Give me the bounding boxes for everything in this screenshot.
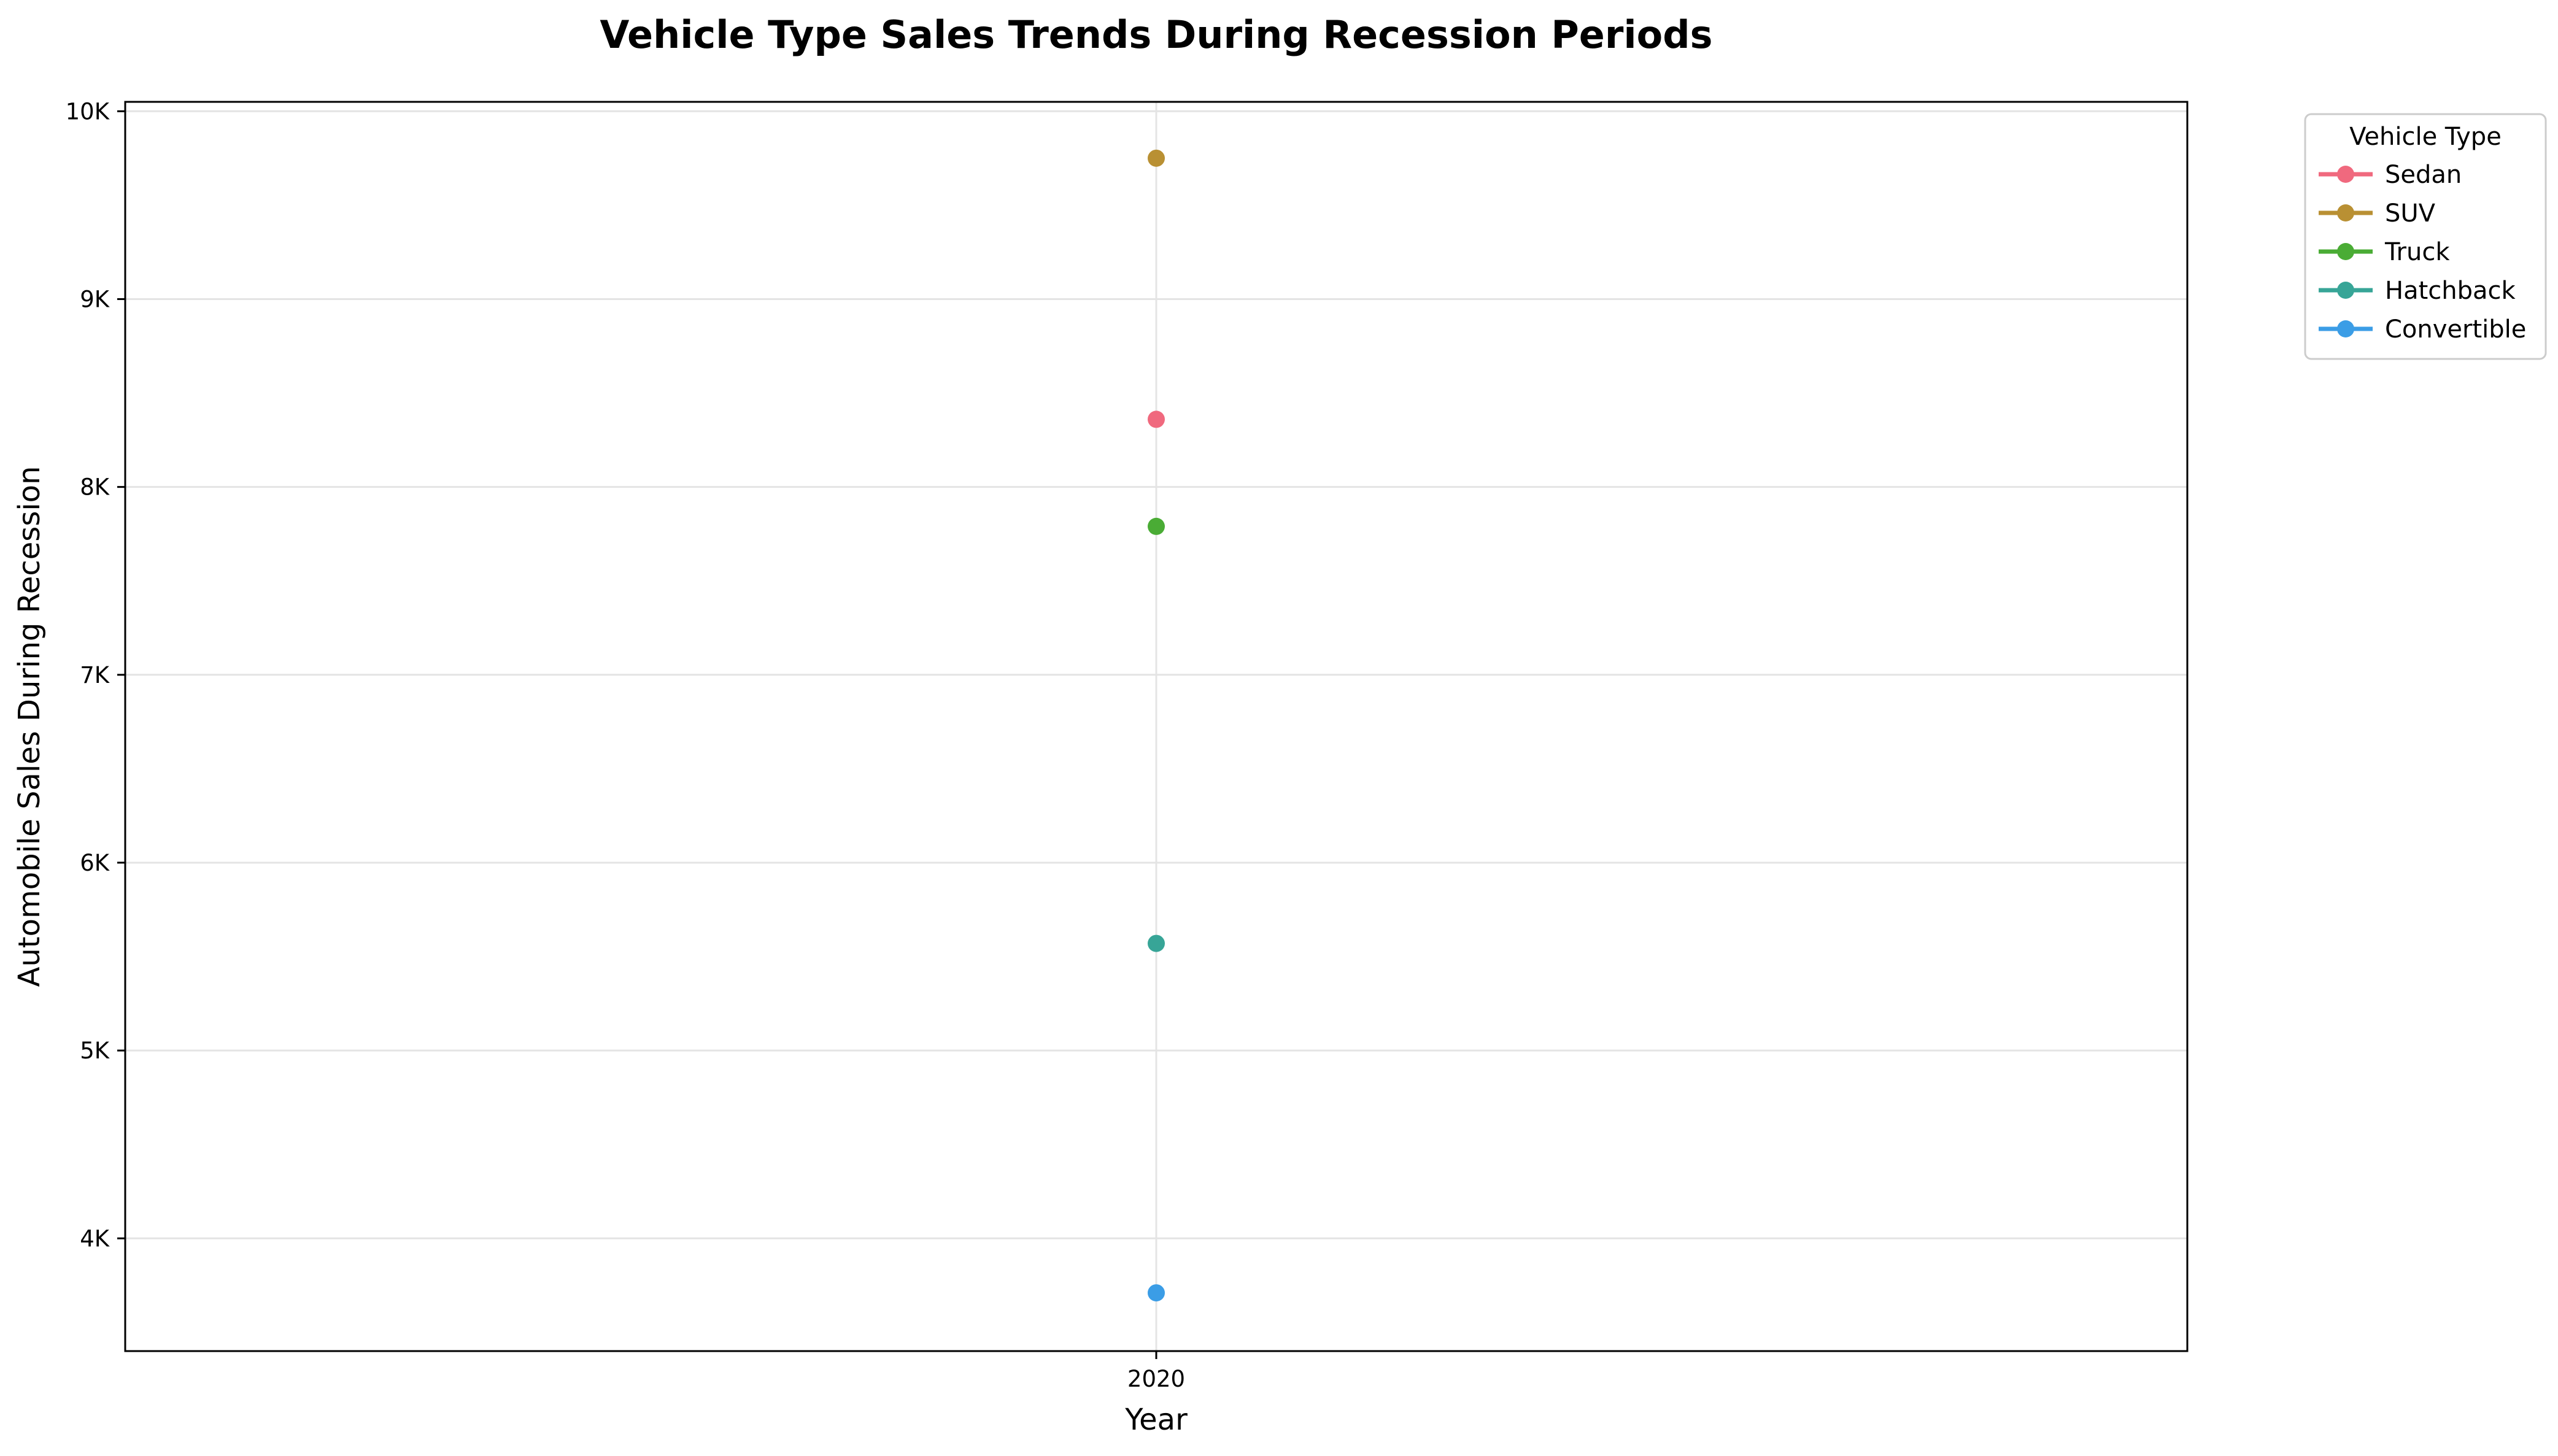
x-tick-label: 2020	[1127, 1366, 1185, 1392]
legend-label-truck: Truck	[2384, 238, 2450, 266]
y-tick-label: 10K	[66, 98, 110, 125]
legend-swatch-marker-sedan	[2337, 166, 2354, 183]
y-tick-label: 6K	[80, 850, 110, 876]
y-tick-label: 4K	[80, 1225, 110, 1252]
data-point-convertible	[1148, 1284, 1165, 1302]
legend-label-sedan: Sedan	[2385, 161, 2462, 189]
data-point-sedan	[1148, 410, 1165, 428]
grid-lines	[125, 102, 2187, 1351]
data-point-suv	[1148, 149, 1165, 167]
legend-swatch-marker-convertible	[2337, 320, 2354, 337]
legend: Vehicle Type Sedan SUV Truck Hatchback Conver…	[2304, 113, 2547, 360]
legend-label-hatchback: Hatchback	[2385, 277, 2516, 305]
y-tick-label: 7K	[80, 662, 110, 688]
data-point-truck	[1148, 517, 1165, 535]
y-axis-label: Automobile Sales During Recession	[12, 466, 47, 987]
plot-area	[1148, 149, 1165, 1302]
y-tick-label: 5K	[80, 1038, 110, 1064]
legend-swatch-marker-hatchback	[2337, 282, 2354, 299]
legend-label-convertible: Convertible	[2385, 315, 2526, 344]
x-axis-label: Year	[1124, 1403, 1188, 1437]
legend-label-suv: SUV	[2385, 199, 2436, 228]
y-tick-label: 8K	[80, 474, 110, 501]
legend-title: Vehicle Type	[2349, 123, 2502, 151]
y-tick-label: 9K	[80, 286, 110, 312]
legend-swatch-marker-truck	[2337, 243, 2354, 260]
legend-swatch-marker-suv	[2337, 204, 2354, 221]
axes: 4K 5K 6K 7K 8K 9K 10K 2020	[66, 98, 1185, 1392]
data-point-hatchback	[1148, 934, 1165, 952]
chart-title: Vehicle Type Sales Trends During Recessi…	[600, 12, 1712, 57]
